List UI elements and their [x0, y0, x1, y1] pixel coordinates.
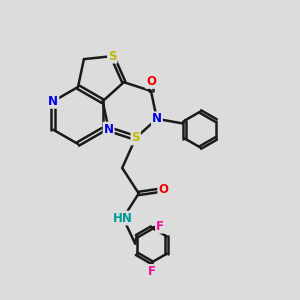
- Text: F: F: [156, 220, 164, 232]
- Text: F: F: [148, 265, 156, 278]
- Text: O: O: [158, 183, 168, 196]
- Text: O: O: [146, 75, 156, 88]
- Text: N: N: [152, 112, 162, 125]
- Text: HN: HN: [113, 212, 133, 224]
- Text: N: N: [48, 95, 58, 108]
- Text: S: S: [108, 50, 116, 63]
- Text: S: S: [131, 131, 140, 144]
- Text: N: N: [103, 123, 114, 136]
